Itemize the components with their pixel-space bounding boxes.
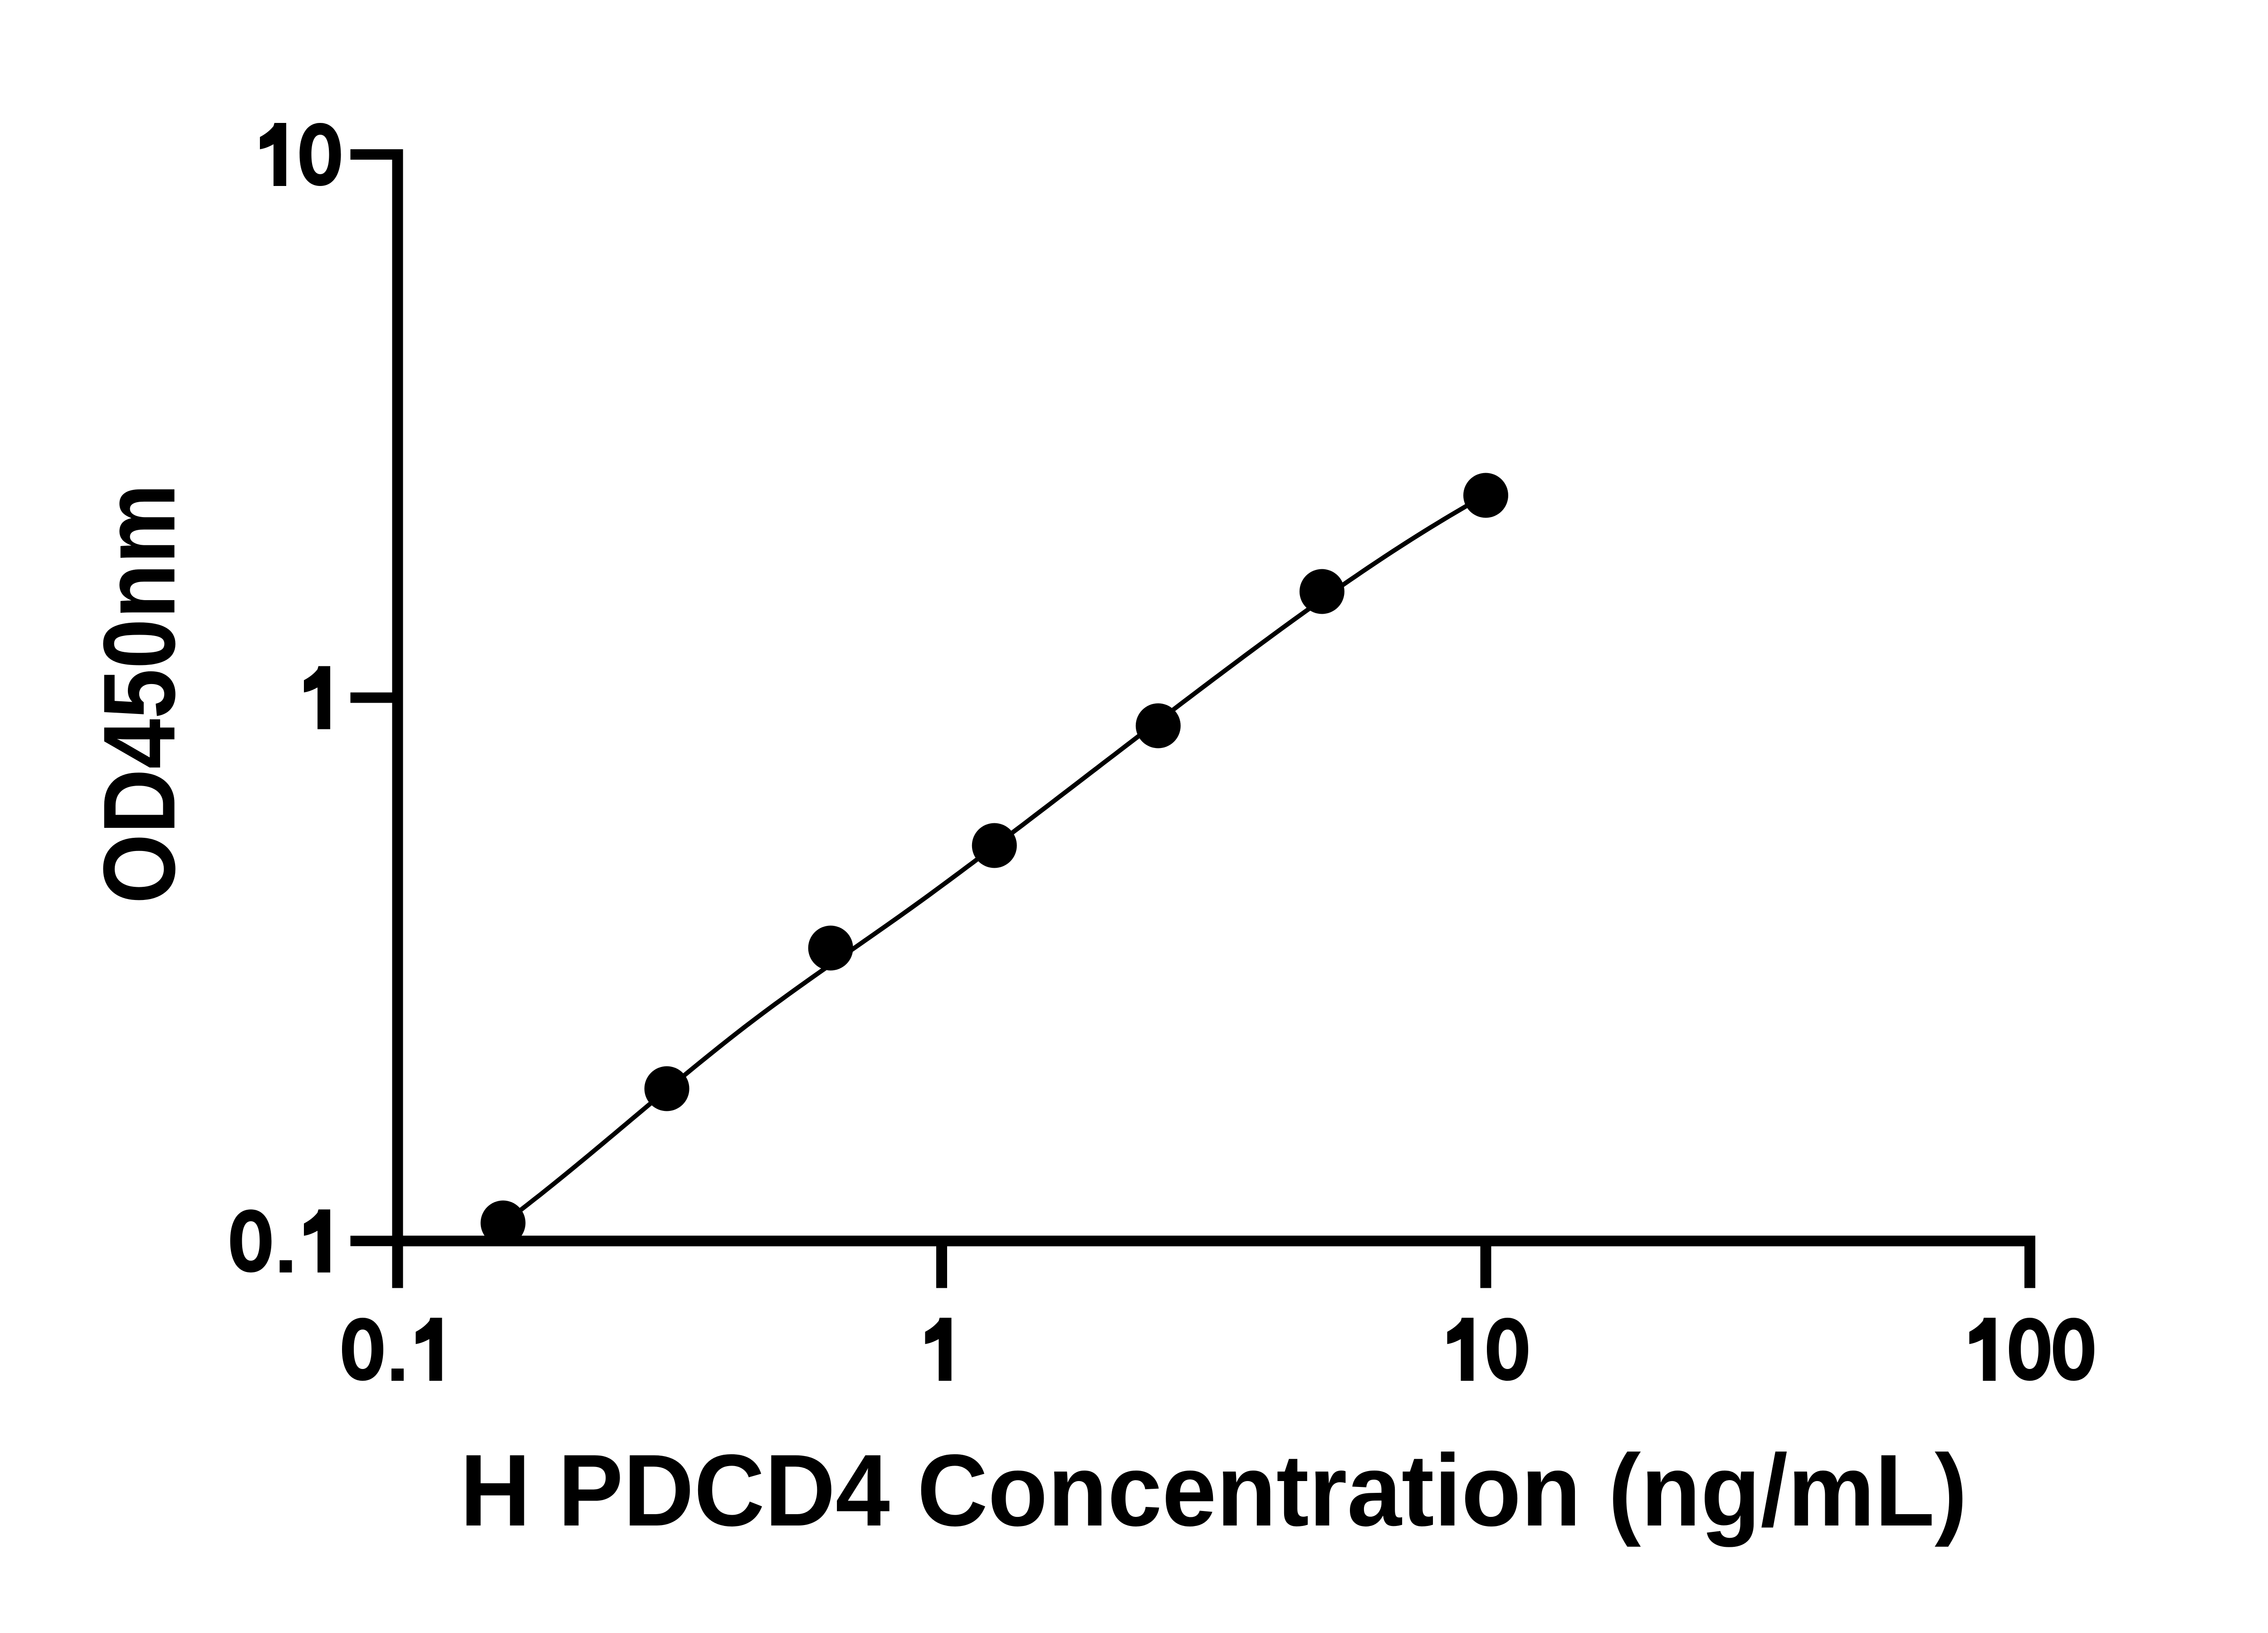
svg-text:H PDCD4 Concentration (ng/mL): H PDCD4 Concentration (ng/mL) [460,1433,1967,1547]
svg-text:OD450nm: OD450nm [82,484,196,904]
